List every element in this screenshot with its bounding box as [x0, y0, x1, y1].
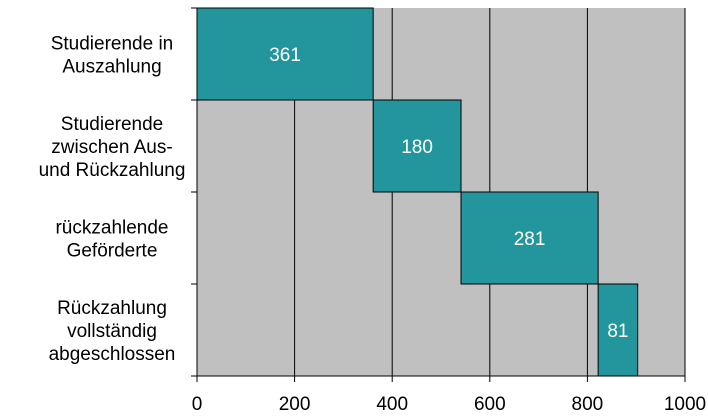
category-label-2-line-2: zwischen Aus- — [51, 137, 172, 158]
category-label-4-line-1: Rückzahlung — [57, 298, 167, 319]
data-label-4: 81 — [607, 321, 628, 342]
x-tick-label-600: 600 — [474, 394, 506, 415]
x-tick-label-200: 200 — [279, 394, 311, 415]
x-tick-label-1000: 1000 — [664, 394, 706, 415]
category-label-3-line-1: rückzahlende — [55, 218, 168, 239]
category-label-3-line-2: Geförderte — [67, 241, 158, 262]
data-label-2: 180 — [401, 137, 433, 158]
bar-3 — [460, 191, 599, 285]
axes — [191, 7, 686, 382]
category-label-1-line-1: Studierende in — [51, 34, 174, 55]
x-tick-label-400: 400 — [376, 394, 408, 415]
category-label-4-line-3: abgeschlossen — [49, 344, 176, 365]
category-label-2-line-1: Studierende — [61, 114, 163, 135]
data-label-1: 361 — [269, 45, 301, 66]
category-label-4-line-2: vollständig — [67, 321, 157, 342]
bars: 361 180 281 81 — [196, 7, 639, 377]
x-tick-label-0: 0 — [192, 394, 203, 415]
category-label-1-line-2: Auszahlung — [62, 57, 161, 78]
bar-2 — [372, 99, 462, 193]
data-label-3: 281 — [514, 229, 546, 250]
tick-labels: 0 200 400 600 800 1000 — [192, 394, 706, 415]
category-label-2-line-3: und Rückzahlung — [39, 160, 186, 181]
x-tick-label-800: 800 — [572, 394, 604, 415]
